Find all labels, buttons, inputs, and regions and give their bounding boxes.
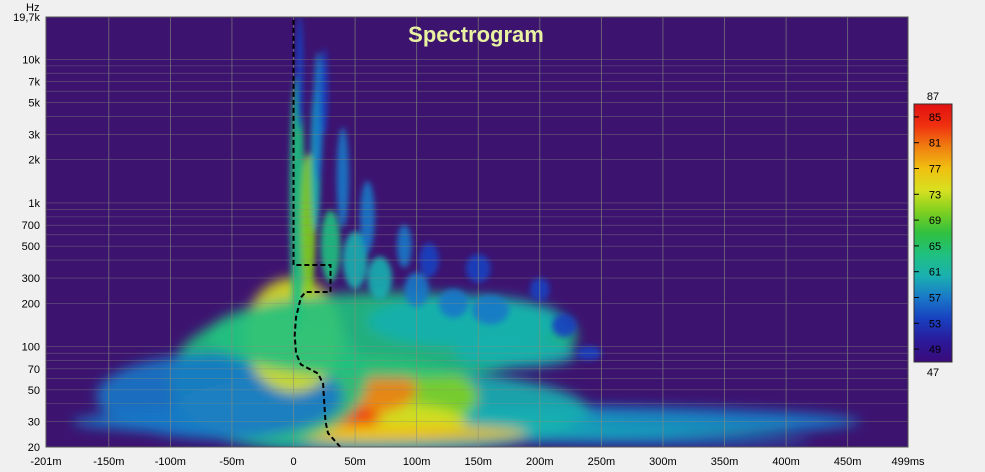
heat-blob: [564, 419, 836, 429]
y-tick-label: 20: [28, 442, 40, 454]
y-tick-label: 300: [22, 273, 40, 285]
y-tick-label: 100: [22, 342, 40, 354]
y-tick-label: 70: [28, 364, 40, 376]
x-tick-label: 150m: [464, 456, 492, 468]
x-tick-label: -150m: [93, 456, 124, 468]
y-tick-label: 10k: [22, 54, 40, 66]
heat-blob: [472, 295, 510, 325]
x-tick-label: 100m: [403, 456, 431, 468]
y-tick-label: 7k: [28, 77, 40, 89]
y-tick-label: 3k: [28, 129, 40, 141]
color-scale-label: 85: [929, 112, 941, 124]
color-scale-label: 69: [929, 215, 941, 227]
x-tick-label: 200m: [526, 456, 554, 468]
x-tick-label: 400m: [772, 456, 800, 468]
y-tick-label: 700: [22, 220, 40, 232]
x-tick-label: -50m: [219, 456, 244, 468]
y-tick-label: 1k: [28, 198, 40, 210]
x-tick-label: 350m: [711, 456, 739, 468]
color-scale-legend: 85 81 77 73 69 65 61 57 53 49 87 47: [913, 91, 953, 379]
heat-blob: [336, 127, 349, 228]
y-tick-label: 5k: [28, 98, 40, 110]
peak-delay-curve: [292, 17, 342, 447]
color-scale-label: 77: [929, 164, 941, 176]
color-scale-label: 73: [929, 189, 941, 201]
y-tick-label: 50: [28, 385, 40, 397]
y-axis: 19,7k 10k 7k 5k 3k 2k 1k 700 500 300 200 100 70 50 30 2…: [13, 12, 40, 454]
color-scale-label: 49: [929, 344, 941, 356]
grid: [46, 17, 908, 447]
heat-blob: [552, 314, 577, 338]
color-scale-max: 87: [927, 91, 939, 103]
x-tick-label: 300m: [649, 456, 677, 468]
color-scale-label: 61: [929, 267, 941, 279]
color-scale-label: 53: [929, 318, 941, 330]
x-tick-label: -100m: [155, 456, 186, 468]
y-tick-label: 2k: [28, 155, 40, 167]
x-tick-label: 50m: [344, 456, 365, 468]
y-tick-label: 200: [22, 298, 40, 310]
x-tick-label: -201m: [30, 456, 61, 468]
color-scale-min: 47: [927, 367, 939, 379]
x-tick-label: 499ms: [891, 456, 925, 468]
x-axis: -201m -150m -100m -50m 0 50m 100m 150m 200m 250m 3…: [30, 456, 925, 468]
x-tick-label: 0: [290, 456, 296, 468]
color-scale-label: 65: [929, 241, 941, 253]
y-tick-label: 500: [22, 241, 40, 253]
x-tick-label: 450m: [834, 456, 862, 468]
color-scale-label: 81: [929, 138, 941, 150]
color-scale-bar: [913, 103, 953, 363]
y-unit-label: Hz: [26, 2, 39, 14]
y-tick-label: 19,7k: [13, 12, 40, 24]
x-tick-label: 250m: [588, 456, 616, 468]
chart-title: Spectrogram: [408, 22, 544, 47]
color-scale-label: 57: [929, 293, 941, 305]
plot-border: [45, 16, 909, 448]
y-tick-label: 30: [28, 417, 40, 429]
